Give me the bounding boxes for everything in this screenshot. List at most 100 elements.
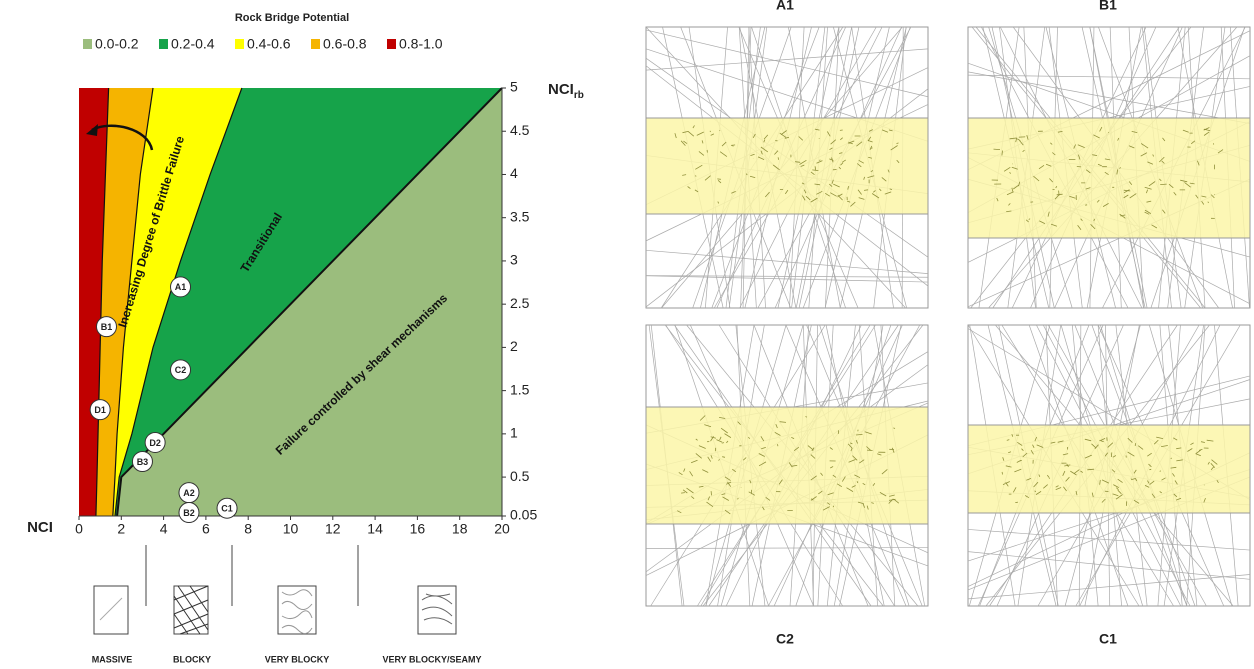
point-marker	[170, 276, 192, 298]
cluster-fractures	[674, 125, 900, 207]
point-label: C2	[175, 365, 187, 375]
x-tick-label: 14	[367, 521, 383, 537]
y-tick-label: 1.5	[510, 381, 530, 397]
x-tick-label: 4	[160, 521, 168, 537]
point: B1	[95, 316, 117, 338]
point-label: B1	[101, 322, 113, 332]
legend-label: 0.4-0.6	[247, 36, 291, 52]
panel-title: C1	[1099, 631, 1117, 647]
fracture	[645, 275, 929, 278]
legend-swatch	[235, 39, 244, 49]
arrow	[91, 124, 154, 151]
point: A1	[170, 276, 192, 298]
point: D1	[89, 399, 111, 421]
icon-massive	[93, 585, 129, 635]
legend-title: Rock Bridge Potential	[235, 12, 349, 24]
x-tick-label: 8	[244, 521, 252, 537]
icon-line	[99, 597, 123, 621]
x-tick-label: 0	[75, 521, 83, 537]
class-label: VERY BLOCKY	[265, 654, 330, 664]
icon-hatch	[281, 589, 313, 634]
y-tick-label: 1	[510, 425, 518, 441]
y-tick-label: 0.05	[510, 507, 537, 523]
icon-seamy	[417, 585, 457, 635]
point-marker	[144, 432, 166, 454]
legend-label: 0.2-0.4	[171, 36, 215, 52]
point: D2	[144, 432, 166, 454]
legend-swatch	[311, 39, 320, 49]
boundary-line	[114, 87, 243, 517]
x-axis-label: NCI	[27, 519, 53, 536]
highlight-band	[967, 117, 1251, 239]
fracture	[967, 551, 1251, 580]
fracture	[645, 29, 929, 98]
icon-blocky	[173, 585, 209, 635]
y-tick-label: 3.5	[510, 208, 530, 224]
y-axis-label-sub: rb	[574, 90, 584, 101]
boundary-line	[116, 87, 503, 517]
highlight-band	[967, 424, 1251, 514]
x-tick-label: 18	[452, 521, 468, 537]
point: A2	[178, 482, 200, 504]
class-label: BLOCKY	[173, 654, 211, 664]
highlight-band	[645, 117, 929, 215]
rock-icons	[93, 545, 457, 635]
class-label: VERY BLOCKY/SEAMY	[382, 654, 481, 664]
legend-swatch	[83, 39, 92, 49]
legend-label: 0.0-0.2	[95, 36, 139, 52]
point: C2	[170, 359, 192, 381]
y-tick-label: 4	[510, 165, 518, 181]
legend-label: 0.8-1.0	[399, 36, 443, 52]
point-label: A1	[175, 282, 187, 292]
y-tick-label: 3	[510, 252, 518, 268]
boundary-line	[95, 87, 110, 517]
legend-label: 0.6-0.8	[323, 36, 367, 52]
point-label: B2	[183, 508, 195, 518]
x-tick-label: 2	[117, 521, 125, 537]
fracture	[645, 275, 929, 283]
x-tick-label: 6	[202, 521, 210, 537]
x-tick-label: 12	[325, 521, 341, 537]
y-tick-label: 2.5	[510, 295, 530, 311]
y-tick-label: 0.5	[510, 468, 530, 484]
x-tick-label: 20	[494, 521, 510, 537]
fracture	[967, 74, 1251, 80]
y-axis-label-main: NCI	[548, 81, 574, 98]
fracture	[967, 71, 1251, 124]
panel-title: C2	[776, 631, 794, 647]
highlight-band	[645, 406, 929, 525]
icon-hatch	[173, 585, 209, 635]
point: B3	[131, 451, 153, 473]
legend-swatch	[159, 39, 168, 49]
panel-title: B1	[1099, 0, 1117, 13]
region	[79, 88, 109, 516]
point-label: A2	[183, 488, 195, 498]
fracture	[967, 574, 1251, 600]
point-label: D1	[94, 405, 106, 415]
point-marker	[131, 451, 153, 473]
point: B2	[178, 502, 200, 524]
cluster-fractures	[677, 415, 900, 515]
legend-swatch	[387, 39, 396, 49]
point-label: D2	[149, 438, 161, 448]
y-tick-label: 5	[510, 79, 518, 95]
icon-hatch	[421, 593, 453, 625]
fracture	[645, 249, 929, 274]
point-label: C1	[221, 504, 233, 514]
x-tick-label: 16	[410, 521, 426, 537]
y-axis-label: NCIrb	[548, 81, 584, 101]
icon-very-blocky	[277, 585, 317, 635]
point-marker	[216, 497, 238, 519]
point-marker	[89, 399, 111, 421]
cluster-fractures	[1001, 434, 1219, 506]
fracture	[645, 48, 929, 71]
x-tick-label: 10	[283, 521, 299, 537]
fracture	[967, 529, 1251, 551]
y-tick-label: 2	[510, 338, 518, 354]
panel-title: A1	[776, 0, 794, 13]
cluster-fractures	[991, 126, 1224, 230]
y-tick-label: 4.5	[510, 122, 530, 138]
point-label: B3	[137, 457, 149, 467]
class-label: MASSIVE	[92, 654, 133, 664]
